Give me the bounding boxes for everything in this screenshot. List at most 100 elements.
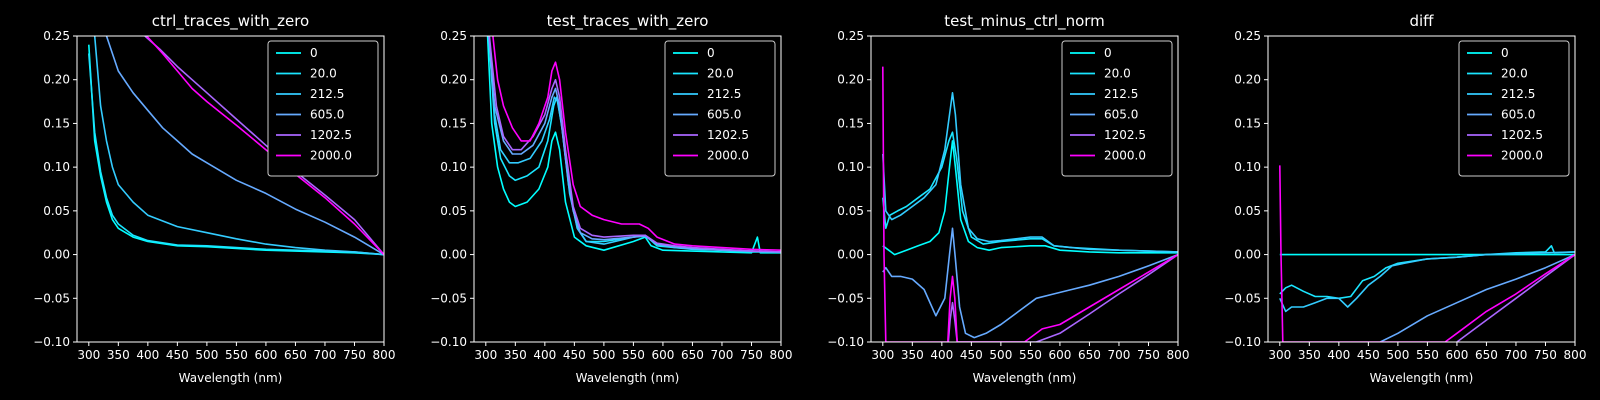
series-line-4 <box>947 253 1178 342</box>
x-tick-label: 800 <box>770 348 793 362</box>
series-line-5 <box>146 36 384 256</box>
series-line-1 <box>88 53 384 256</box>
x-tick-label: 400 <box>533 348 556 362</box>
series-line-3 <box>1379 253 1575 342</box>
series-line-0 <box>882 140 1178 256</box>
chart-panel-3: test_minus_ctrl_norm 300 350 400 450 500 550 60… <box>827 12 1189 385</box>
legend-label: 20.0 <box>1501 67 1528 81</box>
x-tick-label: 700 <box>1108 348 1131 362</box>
x-axis-label: Wavelength (nm) <box>179 371 283 385</box>
x-axis-label: Wavelength (nm) <box>1370 371 1474 385</box>
x-tick-label: 500 <box>989 348 1012 362</box>
legend-label: 20.0 <box>1104 67 1131 81</box>
legend-label: 2000.0 <box>1501 149 1543 163</box>
chart-title: test_minus_ctrl_norm <box>944 12 1105 31</box>
series-line-2 <box>488 36 781 253</box>
series-line-3 <box>488 36 781 253</box>
x-tick-label: 600 <box>1048 348 1071 362</box>
x-axis-label: Wavelength (nm) <box>576 371 680 385</box>
legend-label: 0 <box>310 46 318 60</box>
chart-panel-2: test_traces_with_zero 300 350 400 450 500 550 6… <box>430 12 792 385</box>
x-tick-label: 550 <box>1416 348 1439 362</box>
chart-title: test_traces_with_zero <box>547 12 709 31</box>
x-tick-label: 400 <box>1327 348 1350 362</box>
legend-label: 212.5 <box>310 87 344 101</box>
x-tick-label: 450 <box>960 348 983 362</box>
x-tick-label: 350 <box>1298 348 1321 362</box>
y-tick-label: 0.20 <box>1234 73 1261 87</box>
x-tick-label: 300 <box>474 348 497 362</box>
axes-frame <box>870 35 1179 343</box>
y-tick-label: 0.25 <box>440 29 467 43</box>
y-tick-label: −0.05 <box>827 291 864 305</box>
series-line-1 <box>1279 245 1575 300</box>
y-tick-label: 0.20 <box>43 73 70 87</box>
x-tick-label: 300 <box>871 348 894 362</box>
legend-label: 0 <box>1104 46 1112 60</box>
series-line-0 <box>486 36 781 254</box>
y-tick-label: −0.10 <box>1224 335 1261 349</box>
x-axis-label: Wavelength (nm) <box>973 371 1077 385</box>
x-tick-label: 750 <box>1137 348 1160 362</box>
x-tick-label: 500 <box>592 348 615 362</box>
legend-label: 2000.0 <box>310 149 352 163</box>
x-tick-label: 750 <box>740 348 763 362</box>
series-lines <box>882 66 1178 342</box>
x-tick-label: 350 <box>504 348 527 362</box>
y-tick-label: 0.10 <box>440 160 467 174</box>
legend-label: 1202.5 <box>310 128 352 142</box>
x-tick-label: 650 <box>681 348 704 362</box>
x-tick-label: 650 <box>1078 348 1101 362</box>
y-tick-label: 0.00 <box>1234 248 1261 262</box>
series-line-2 <box>93 36 384 256</box>
y-tick-label: 0.25 <box>837 29 864 43</box>
legend-label: 1202.5 <box>1104 128 1146 142</box>
legend-label: 605.0 <box>1501 108 1535 122</box>
x-tick-label: 450 <box>166 348 189 362</box>
x-tick-label: 350 <box>901 348 924 362</box>
legend-label: 212.5 <box>707 87 741 101</box>
chart-title: diff <box>1409 12 1434 30</box>
x-tick-label: 700 <box>1505 348 1528 362</box>
legend: 0 20.0 212.5 605.0 1202.5 2000.0 <box>664 40 776 177</box>
x-tick-label: 300 <box>77 348 100 362</box>
x-tick-label: 400 <box>930 348 953 362</box>
y-tick-label: 0.10 <box>1234 160 1261 174</box>
x-tick-label: 600 <box>1445 348 1468 362</box>
series-line-5 <box>882 66 1178 342</box>
y-tick-label: 0.25 <box>1234 29 1261 43</box>
y-tick-label: −0.05 <box>1224 291 1261 305</box>
legend: 0 20.0 212.5 605.0 1202.5 2000.0 <box>1061 40 1173 177</box>
series-line-2 <box>1279 251 1575 313</box>
y-tick-label: −0.05 <box>33 291 70 305</box>
series-lines <box>88 36 384 256</box>
x-tick-label: 350 <box>107 348 130 362</box>
series-line-3 <box>882 227 1178 339</box>
legend-label: 0 <box>707 46 715 60</box>
series-lines <box>486 36 781 254</box>
y-tick-label: −0.10 <box>33 335 70 349</box>
x-tick-label: 500 <box>195 348 218 362</box>
y-tick-label: 0.05 <box>440 204 467 218</box>
legend-frame <box>664 40 776 177</box>
series-line-4 <box>1456 253 1575 342</box>
y-tick-label: 0.05 <box>1234 204 1261 218</box>
y-tick-label: 0.15 <box>1234 116 1261 130</box>
axes-frame <box>473 35 782 343</box>
chart-title: ctrl_traces_with_zero <box>152 12 309 31</box>
x-tick-label: 500 <box>1386 348 1409 362</box>
y-tick-label: −0.10 <box>827 335 864 349</box>
x-tick-label: 800 <box>1167 348 1190 362</box>
y-tick-label: 0.20 <box>440 73 467 87</box>
y-tick-label: 0.15 <box>837 116 864 130</box>
y-tick-label: 0.00 <box>440 248 467 262</box>
x-tick-label: 400 <box>136 348 159 362</box>
y-tick-label: 0.15 <box>440 116 467 130</box>
series-lines <box>1279 165 1575 342</box>
x-tick-label: 550 <box>225 348 248 362</box>
legend-frame <box>1061 40 1173 177</box>
x-tick-label: 750 <box>343 348 366 362</box>
legend-label: 2000.0 <box>1104 149 1146 163</box>
chart-panel-1: ctrl_traces_with_zero 300 350 400 450 500 550 6… <box>33 12 395 385</box>
x-tick-label: 700 <box>711 348 734 362</box>
